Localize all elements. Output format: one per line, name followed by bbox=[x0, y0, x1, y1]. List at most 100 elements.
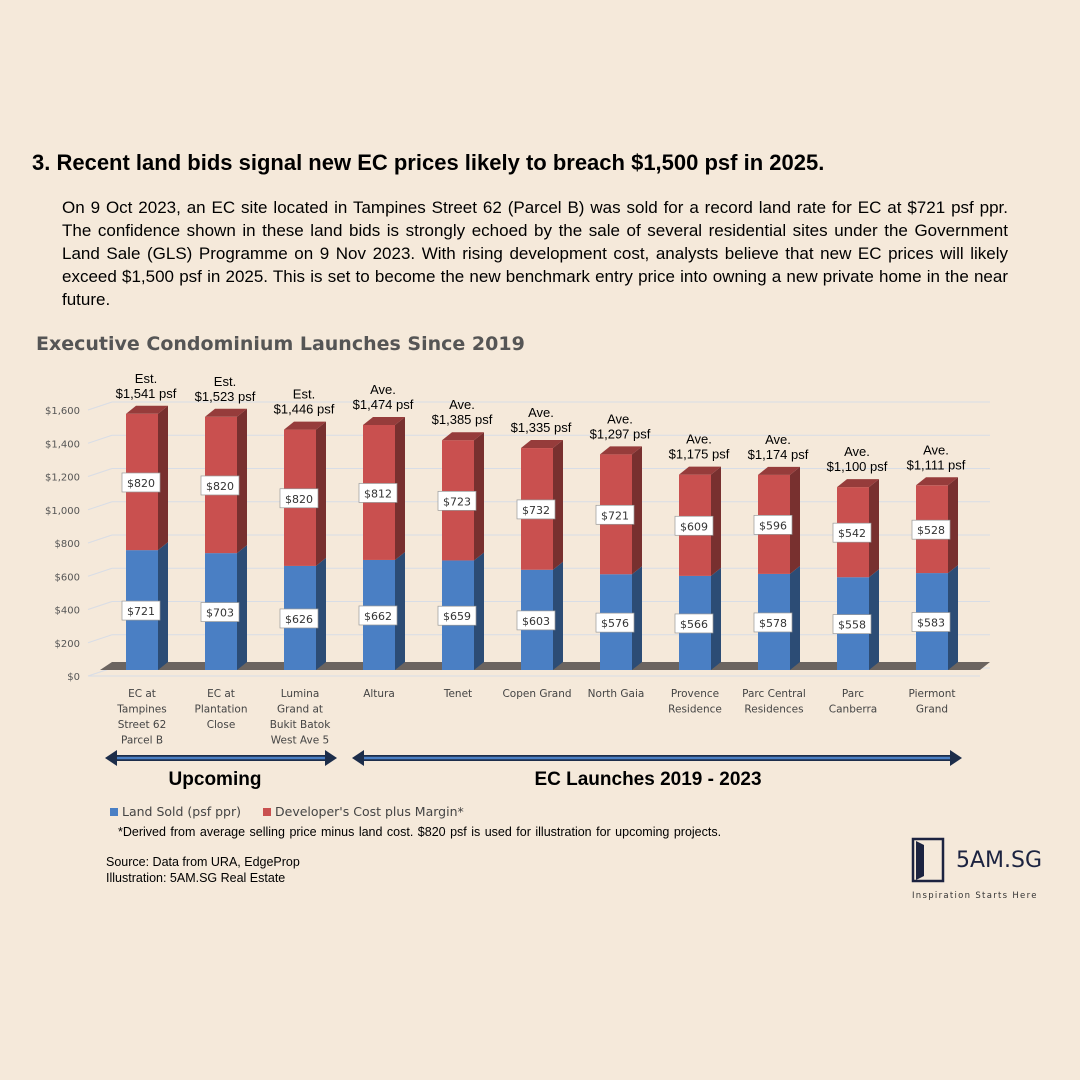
y-tick-label: $1,400 bbox=[45, 439, 80, 450]
bar-side bbox=[158, 542, 168, 670]
y-tick-label: $400 bbox=[55, 606, 80, 617]
total-prefix: Ave. bbox=[923, 442, 949, 457]
illustration-text: Illustration: 5AM.SG Real Estate bbox=[106, 871, 286, 885]
bar-side bbox=[395, 551, 405, 670]
total-prefix: Est. bbox=[293, 387, 315, 402]
category-label: Parcel B bbox=[121, 735, 163, 747]
y-tick-label: $1,600 bbox=[45, 406, 80, 417]
data-label-box bbox=[595, 504, 635, 525]
category-label: Copen Grand bbox=[502, 688, 571, 700]
gridline-side bbox=[87, 468, 113, 477]
category-label: Parc bbox=[842, 688, 864, 700]
data-label-box bbox=[437, 605, 477, 626]
data-label: $820 bbox=[127, 477, 155, 490]
section-heading: 3. Recent land bids signal new EC prices… bbox=[32, 150, 825, 175]
data-label: $626 bbox=[285, 613, 313, 626]
bar-top bbox=[679, 466, 721, 475]
data-label-box bbox=[358, 483, 398, 503]
y-tick-label: $1,200 bbox=[45, 473, 80, 484]
bar-top bbox=[205, 408, 247, 417]
bar-top bbox=[363, 416, 405, 425]
total-label: $1,523 psf bbox=[195, 389, 256, 404]
total-prefix: Ave. bbox=[686, 432, 712, 447]
y-tick-label: $800 bbox=[55, 539, 80, 550]
data-label-box bbox=[832, 522, 872, 543]
legend-swatch-red bbox=[263, 808, 272, 816]
category-label: Parc Central bbox=[742, 688, 806, 700]
data-label-box bbox=[753, 612, 793, 633]
total-prefix: Ave. bbox=[844, 444, 870, 459]
total-prefix: Ave. bbox=[607, 411, 633, 426]
category-label: Plantation bbox=[194, 704, 247, 716]
bar-side bbox=[553, 561, 563, 670]
data-label-box bbox=[753, 515, 793, 535]
bar-side bbox=[948, 477, 958, 574]
total-label: $1,541 psf bbox=[116, 386, 177, 401]
category-label: Residences bbox=[744, 704, 803, 716]
data-label-box bbox=[911, 519, 951, 540]
total-prefix: Ave. bbox=[528, 405, 554, 420]
data-label-box bbox=[516, 499, 556, 520]
total-prefix: Ave. bbox=[449, 397, 475, 412]
data-label: $528 bbox=[917, 524, 945, 537]
bar-side bbox=[632, 566, 642, 670]
category-label: Provence bbox=[671, 688, 719, 700]
total-prefix: Ave. bbox=[370, 382, 396, 397]
data-label-box bbox=[437, 490, 477, 511]
data-label-box bbox=[516, 610, 556, 631]
data-label-box bbox=[911, 612, 951, 632]
bar-side bbox=[237, 545, 247, 670]
data-label-box bbox=[358, 605, 398, 626]
total-label: $1,385 psf bbox=[432, 412, 493, 427]
category-label: Canberra bbox=[829, 704, 877, 716]
gridline-side bbox=[87, 534, 113, 544]
data-label: $566 bbox=[680, 618, 708, 631]
chart-title: Executive Condominium Launches Since 201… bbox=[36, 333, 525, 355]
category-label: West Ave 5 bbox=[271, 735, 329, 747]
data-label: $578 bbox=[759, 617, 787, 630]
data-label: $732 bbox=[522, 504, 550, 517]
category-label: North Gaia bbox=[588, 688, 645, 700]
category-label: Tampines bbox=[116, 704, 167, 716]
data-label: $576 bbox=[601, 617, 629, 630]
data-label: $812 bbox=[364, 487, 392, 500]
category-label: EC at bbox=[128, 688, 156, 700]
upcoming-arrow-right-head bbox=[325, 750, 337, 766]
data-label-box bbox=[595, 612, 635, 633]
data-label-box bbox=[200, 475, 240, 496]
category-label: Residence bbox=[668, 704, 722, 716]
category-label: Tenet bbox=[443, 688, 472, 700]
y-tick-label: $1,000 bbox=[45, 506, 80, 517]
bar-side bbox=[316, 421, 326, 566]
category-label: EC at bbox=[207, 688, 235, 700]
footnote: *Derived from average selling price minu… bbox=[118, 825, 722, 839]
launches-arrow-right-head bbox=[950, 750, 962, 766]
category-label: Bukit Batok bbox=[270, 719, 331, 731]
data-label: $596 bbox=[759, 519, 787, 532]
bar-top bbox=[126, 405, 168, 414]
total-label: $1,474 psf bbox=[353, 397, 414, 412]
group-label-launches: EC Launches 2019 - 2023 bbox=[534, 769, 761, 790]
category-label: Grand at bbox=[277, 704, 323, 716]
bar-side bbox=[948, 565, 958, 670]
category-label: Close bbox=[207, 719, 236, 731]
gridline-side bbox=[87, 501, 113, 511]
y-tick-label: $200 bbox=[55, 639, 80, 650]
data-label: $721 bbox=[127, 605, 155, 618]
data-label-box bbox=[832, 614, 872, 634]
data-label: $662 bbox=[364, 610, 392, 623]
bar-side bbox=[395, 416, 405, 560]
bar-side bbox=[474, 432, 484, 561]
legend-label: Land Sold (psf ppr) bbox=[122, 804, 242, 819]
total-prefix: Est. bbox=[214, 374, 236, 389]
category-label: Altura bbox=[363, 688, 395, 700]
bar-side bbox=[711, 466, 721, 576]
group-label-upcoming: Upcoming bbox=[169, 769, 262, 790]
source-block: Source: Data from URA, EdgeProp Illustra… bbox=[106, 854, 300, 886]
total-label: $1,100 psf bbox=[827, 459, 888, 474]
total-label: $1,335 psf bbox=[511, 420, 572, 435]
data-label-box bbox=[279, 608, 319, 629]
total-label: $1,297 psf bbox=[590, 426, 651, 441]
gridline-side bbox=[87, 401, 113, 411]
